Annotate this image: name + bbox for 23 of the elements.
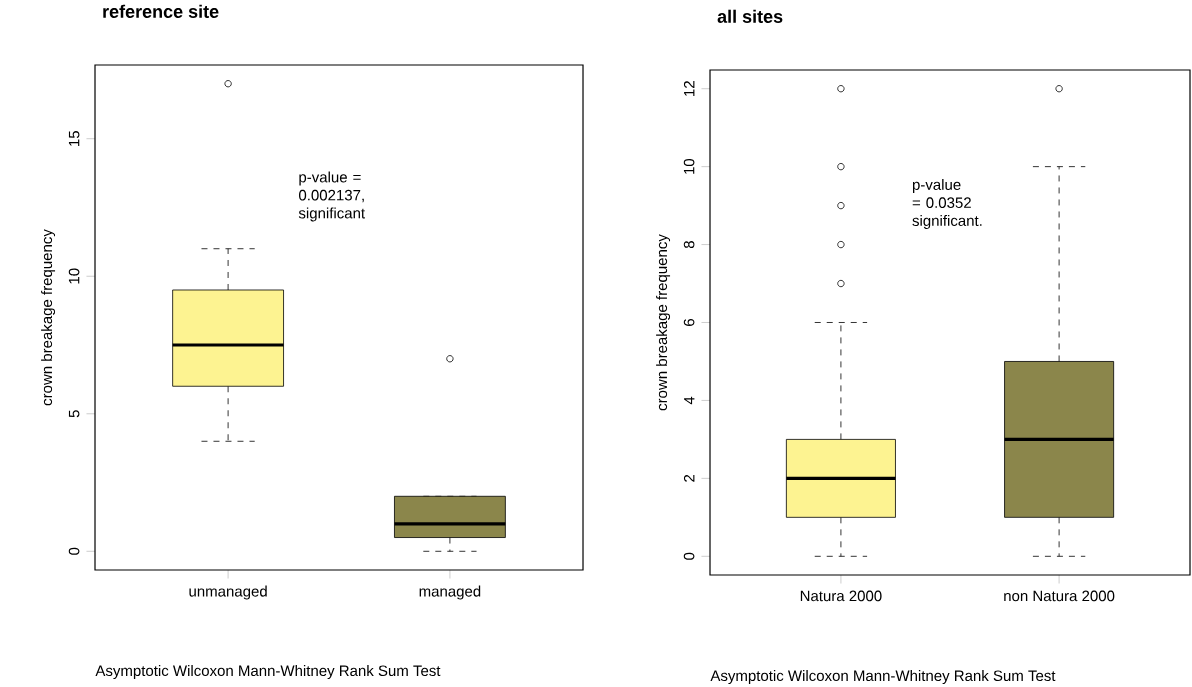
text: Asymptotic Wilcoxon Mann-Whitney Rank Sum Test xyxy=(95,665,441,679)
chart-title: reference site xyxy=(103,4,219,18)
y-tick-label: 2 xyxy=(683,474,695,482)
x-tick-label: non Natura 2000 xyxy=(1004,590,1115,602)
y-tick-label: 10 xyxy=(68,268,80,284)
x-tick-label: Natura 2000 xyxy=(800,590,882,602)
annotation: p-value = 0.002137, significant xyxy=(298,171,365,222)
x-tick-label: managed xyxy=(419,585,481,600)
y-tick-label: 5 xyxy=(68,410,80,418)
y-tick-label: 4 xyxy=(684,396,695,405)
y-tick-label: 12 xyxy=(683,81,695,96)
y-tick-label: 15 xyxy=(68,131,80,146)
y-tick-label: 10 xyxy=(683,158,695,174)
text: Asymptotic Wilcoxon Mann-Whitney Rank Sum Test xyxy=(710,670,1056,684)
y-tick-label: 8 xyxy=(683,241,695,249)
y-tick-label: 0 xyxy=(683,552,695,560)
y-tick-label: 6 xyxy=(683,318,695,326)
annotation: p-value = 0.0352 significant. xyxy=(912,178,982,229)
chart-title: all sites xyxy=(717,9,783,23)
y-tick-label: 0 xyxy=(68,547,80,555)
y-axis-title: crown breakage frequency xyxy=(656,234,671,411)
x-tick-label: unmanaged xyxy=(189,585,267,600)
y-axis-title: crown breakage frequency xyxy=(41,229,56,406)
